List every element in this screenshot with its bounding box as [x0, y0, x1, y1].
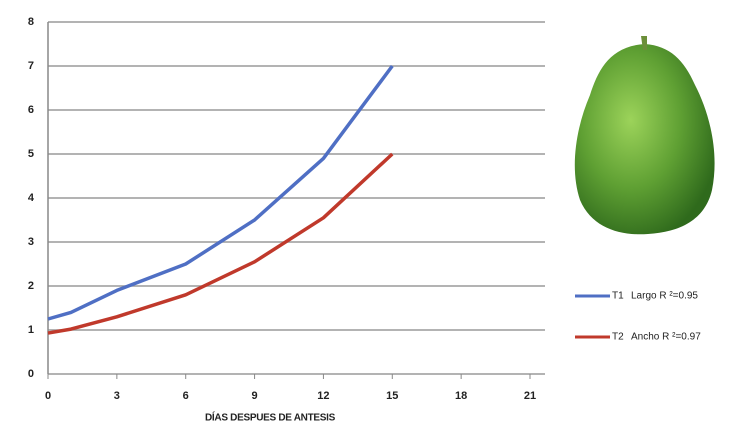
x-tick-label: 3	[114, 390, 120, 402]
chart: 012345678036912151821 DÍAS DESPUES DE AN…	[0, 0, 735, 427]
x-tick-label: 15	[386, 390, 398, 402]
y-tick-label: 2	[28, 280, 34, 292]
y-tick-label: 0	[28, 368, 34, 380]
y-tick-label: 5	[28, 148, 34, 160]
x-tick-label: 21	[524, 390, 536, 402]
x-tick-label: 12	[317, 390, 329, 402]
x-tick-label: 6	[183, 390, 189, 402]
y-tick-label: 7	[28, 60, 34, 72]
legend-label: T2	[612, 332, 624, 343]
y-tick-label: 3	[28, 236, 34, 248]
y-tick-label: 8	[28, 16, 34, 28]
series-line	[48, 66, 392, 319]
y-tick-label: 4	[28, 192, 35, 204]
x-tick-label: 9	[252, 390, 258, 402]
y-tick-label: 1	[28, 324, 34, 336]
x-tick-label: 18	[455, 390, 467, 402]
legend-label: Largo R ²=0.95	[631, 291, 698, 302]
fruit-image	[575, 36, 715, 234]
legend-label: Ancho R ²=0.97	[631, 332, 701, 343]
x-axis-title: DÍAS DESPUES DE ANTESIS	[205, 411, 336, 424]
y-tick-label: 6	[28, 104, 34, 116]
legend-label: T1	[612, 291, 624, 302]
x-tick-label: 0	[45, 390, 51, 402]
